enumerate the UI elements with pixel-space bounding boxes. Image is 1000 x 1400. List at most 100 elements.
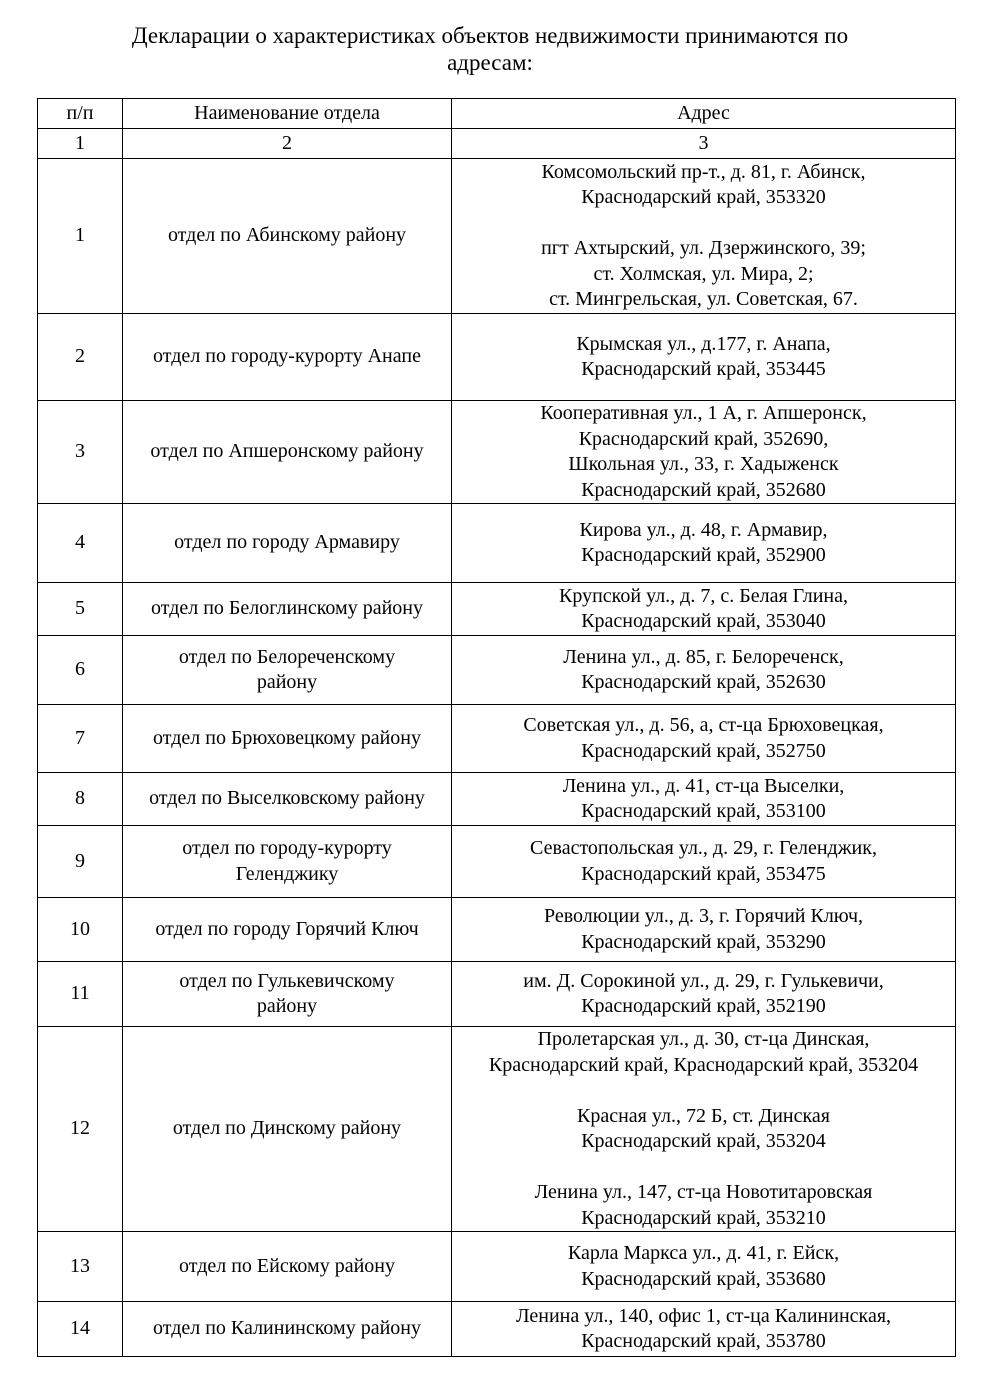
table-row: 7 отдел по Брюховецкому району Советская у… [37,704,956,773]
address: Севастопольская ул., д. 29, г. Геленджик… [451,825,956,898]
address: Ленина ул., 140, офис 1, ст-ца Калининск… [451,1301,956,1357]
row-number: 10 [37,897,123,962]
department-name: отдел по Белоглинскому району [122,582,452,636]
address: Комсомольский пр-т., д. 81, г. Абинск, Кр… [451,158,956,314]
department-line: отдел по городу-курорту Анапе [153,345,421,368]
address-line: Краснодарский край, 352750 [581,739,826,762]
column-numbers-row: 1 2 3 [37,128,956,159]
column-number: 2 [122,128,452,159]
address-line: Краснодарский край, 352900 [581,544,826,566]
address-line [456,211,951,237]
row-number: 5 [37,582,123,636]
table-row: 1 отдел по Абинскому району Комсомольский … [37,158,956,314]
address-line: Пролетарская ул., д. 30, ст-ца Динская, [537,1028,870,1050]
departments-table: п/п Наименование отдела Адрес 1 2 3 1 отд… [37,98,956,1357]
address-line: Краснодарский край, 352680 [581,478,826,501]
table-row: 2 отдел по городу-курорту Анапе Крымская у… [37,313,956,401]
table-row: 4 отдел по городу Армавиру Кирова ул., д. … [37,503,956,583]
address-line: Кирова ул., д. 48, г. Армавир, [579,518,828,541]
address: Карла Маркса ул., д. 41, г. Ейск, Краснод… [451,1231,956,1302]
column-number: 3 [451,128,956,159]
table-row: 11 отдел по Гулькевичскому району им. Д. Со… [37,961,956,1027]
department-line: отдел по городу Горячий Ключ [155,917,419,940]
row-number: 4 [37,503,123,583]
row-number: 6 [37,635,123,705]
address-line: Краснодарский край, 353320 [581,186,826,208]
department-line: отдел по Выселковскому району [149,787,425,810]
address-line: Советская ул., д. 56, а, ст-ца Брюховецк… [523,714,884,736]
table-row: 3 отдел по Апшеронскому району Кооперативн… [37,400,956,504]
address-line: Краснодарский край, 353100 [581,800,826,822]
address-line: им. Д. Сорокиной ул., д. 29, г. Гулькеви… [523,969,884,992]
address-line: Крымская ул., д.177, г. Анапа, [576,332,831,355]
address: Кооперативная ул., 1 А, г. Апшеронск, Кра… [451,400,956,504]
department-name: отдел по Апшеронскому району [122,400,452,504]
address-line: Ленина ул., д. 41, ст-ца Выселки, [562,774,845,797]
address-line: Кооперативная ул., 1 А, г. Апшеронск, [540,402,867,424]
address-line: Революции ул., д. 3, г. Горячий Ключ, [543,905,864,927]
address-line: Краснодарский край, 353210 [581,1206,826,1229]
department-line: отдел по Апшеронскому району [150,440,424,463]
address-line: Школьная ул., 33, г. Хадыженск [568,453,839,475]
department-name: отдел по Динскому району [122,1026,452,1232]
department-line: району [256,995,318,1017]
address: им. Д. Сорокиной ул., д. 29, г. Гулькеви… [451,961,956,1027]
address-line: Краснодарский край, 353780 [581,1330,826,1352]
address-line: ст. Мингрельская, ул. Советская, 67. [549,288,858,310]
table-row: 6 отдел по Белореченскому району Ленина ул.… [37,635,956,705]
department-name: отдел по городу Армавиру [122,503,452,583]
department-name: отдел по Брюховецкому району [122,704,452,773]
department-line: району [256,671,318,693]
department-name: отдел по Белореченскому району [122,635,452,705]
table-row: 5 отдел по Белоглинскому району Крупской у… [37,582,956,636]
department-line: отдел по Калининскому району [152,1317,421,1340]
address-line: Комсомольский пр-т., д. 81, г. Абинск, [541,160,866,183]
address: Советская ул., д. 56, а, ст-ца Брюховецк… [451,704,956,773]
title-line: адресам: [447,50,533,75]
address-line: Краснодарский край, 353290 [581,930,826,953]
table-row: 9 отдел по городу-курорту Геленджику Севаст… [37,825,956,898]
row-number: 1 [37,158,123,314]
address-line: Карла Маркса ул., д. 41, г. Ейск, [567,1242,840,1264]
department-line: Геленджику [235,862,339,885]
page-title: Декларации о характеристиках объектов не… [40,22,940,76]
table-row: 12 отдел по Динскому району Пролетарская у… [37,1026,956,1232]
row-number: 9 [37,825,123,898]
header-row: п/п Наименование отдела Адрес [37,98,956,129]
row-number: 2 [37,313,123,401]
address-line: Краснодарский край, 353204 [581,1130,826,1152]
address-line: Краснодарский край, 352690, [578,427,829,450]
row-number: 11 [37,961,123,1027]
row-number: 8 [37,772,123,826]
department-name: отдел по Гулькевичскому району [122,961,452,1027]
table-row: 14 отдел по Калининскому району Ленина ул.… [37,1301,956,1357]
address-line: ст. Холмская, ул. Мира, 2; [593,262,814,285]
address: Крупской ул., д. 7, с. Белая Глина, Красн… [451,582,956,636]
address: Революции ул., д. 3, г. Горячий Ключ, Кра… [451,897,956,962]
address-line: Краснодарский край, 352630 [581,671,826,693]
row-number: 13 [37,1231,123,1302]
address-line: Крупской ул., д. 7, с. Белая Глина, [559,584,848,607]
address-line: Краснодарский край, 353445 [581,358,826,380]
address-line [456,1155,951,1181]
department-line: отдел по Абинскому району [167,224,407,247]
row-number: 12 [37,1026,123,1232]
title-line: Декларации о характеристиках объектов не… [131,23,849,48]
address-line: Ленина ул., 147, ст-ца Новотитаровская [534,1181,873,1203]
address-line: Ленина ул., д. 85, г. Белореченск, [563,645,844,668]
department-line: отдел по Ейскому району [178,1254,395,1277]
department-name: отдел по Калининскому району [122,1301,452,1357]
department-line: отдел по Белоглинскому району [150,597,423,620]
address-line: пгт Ахтырский, ул. Дзержинского, 39; [541,237,866,259]
address-line: Краснодарский край, 353475 [581,862,826,885]
header-address: Адрес [451,98,956,129]
table-row: 10 отдел по городу Горячий Ключ Революции … [37,897,956,962]
address: Ленина ул., д. 41, ст-ца Выселки, Краснод… [451,772,956,826]
header-dept: Наименование отдела [122,98,452,129]
address: Кирова ул., д. 48, г. Армавир, Краснодарс… [451,503,956,583]
table-row: 8 отдел по Выселковскому району Ленина ул.… [37,772,956,826]
address: Крымская ул., д.177, г. Анапа, Краснодарс… [451,313,956,401]
department-line: отдел по городу Армавиру [174,531,400,554]
department-line: отдел по Гулькевичскому [179,969,395,992]
address-line: Краснодарский край, 353040 [581,610,826,632]
